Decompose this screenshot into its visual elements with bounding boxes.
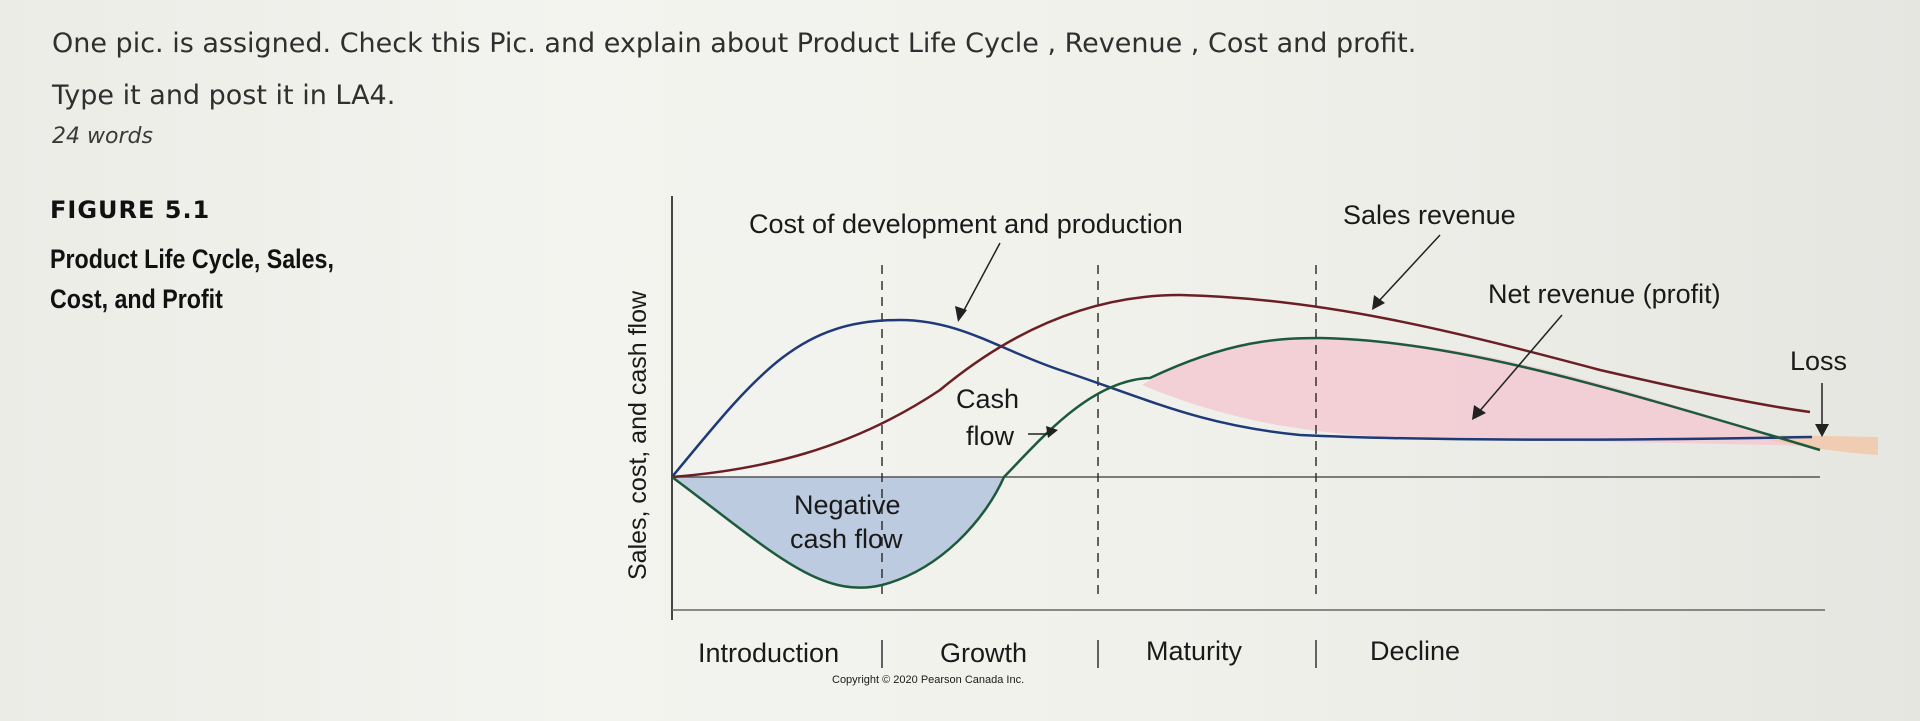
stage-label-maturity: Maturity: [1146, 636, 1243, 666]
net-pointer-arrow: [1472, 405, 1486, 420]
cost-annotation: Cost of development and production: [749, 209, 1183, 239]
cost-curve: [671, 318, 1813, 478]
profit-area: [1142, 338, 1808, 446]
loss-area: [1770, 435, 1878, 455]
cash-flow-annotation-line-2: flow: [966, 421, 1015, 451]
figure-title-line-2: Cost, and Profit: [50, 284, 223, 314]
word-count: 24 words: [52, 124, 153, 149]
loss-pointer-arrow: [1815, 424, 1829, 437]
sales-revenue-curve: [671, 293, 1811, 479]
stage-label-introduction: Introduction: [698, 638, 839, 668]
stage-label-growth: Growth: [940, 638, 1027, 668]
sales-annotation: Sales revenue: [1343, 200, 1516, 230]
figure-title-line-1: Product Life Cycle, Sales,: [50, 244, 334, 274]
negative-cash-flow-annotation-line-2: cash flow: [790, 524, 903, 554]
y-axis-label: Sales, cost, and cash flow: [624, 290, 652, 580]
cash-flow-pointer-arrow: [1046, 426, 1058, 438]
cost-pointer-arrow: [955, 306, 967, 322]
cash-flow-curve: [671, 336, 1821, 589]
sales-pointer-line: [1377, 234, 1441, 303]
net-pointer-line: [1477, 314, 1563, 414]
negative-cash-flow-annotation-line-1: Negative: [794, 490, 901, 520]
negative-cash-flow-area: [672, 477, 1004, 588]
sales-pointer-arrow: [1372, 295, 1385, 310]
question-line-1: One pic. is assigned. Check this Pic. an…: [52, 28, 1417, 59]
loss-annotation: Loss: [1790, 346, 1847, 376]
stage-label-decline: Decline: [1370, 636, 1460, 666]
question-line-2: Type it and post it in LA4.: [52, 80, 396, 111]
cash-flow-annotation-line-1: Cash: [956, 384, 1019, 414]
net-revenue-annotation: Net revenue (profit): [1488, 279, 1721, 309]
copyright-text: Copyright © 2020 Pearson Canada Inc.: [832, 674, 1024, 686]
cost-pointer-line: [961, 242, 1001, 315]
figure-label: FIGURE 5.1: [50, 196, 211, 224]
